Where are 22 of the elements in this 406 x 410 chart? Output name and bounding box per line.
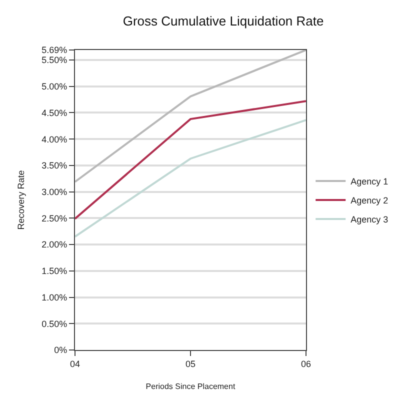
legend-label: Agency 2 xyxy=(350,196,388,206)
y-tick-label: 3.00% xyxy=(42,186,68,197)
y-tick-label: 4.50% xyxy=(42,108,68,118)
y-tick-label: 5.69% xyxy=(42,45,68,56)
y-tick-label: 5.50% xyxy=(42,55,68,66)
y-tick-label: 5.00% xyxy=(42,82,68,92)
x-tick-label: 05 xyxy=(185,358,196,369)
legend-label: Agency 1 xyxy=(350,176,388,187)
y-tick-label: 1.50% xyxy=(42,266,68,276)
y-tick-label: 3.50% xyxy=(42,160,68,171)
chart-title: Gross Cumulative Liquidation Rate xyxy=(122,14,324,28)
x-axis-title: Periods Since Placement xyxy=(146,382,236,391)
y-tick-label: 2.00% xyxy=(42,240,68,250)
y-tick-label: 2.50% xyxy=(42,213,68,224)
y-tick-label: 0.50% xyxy=(42,318,68,329)
y-tick-label: 1.00% xyxy=(42,292,68,302)
legend-label: Agency 3 xyxy=(350,214,388,225)
x-tick-label: 06 xyxy=(300,358,312,369)
y-tick-label: 0% xyxy=(54,345,68,356)
y-axis-title: Recovery Rate xyxy=(16,170,26,230)
x-tick-label: 04 xyxy=(70,358,80,369)
y-tick-label: 4.00% xyxy=(42,134,68,144)
